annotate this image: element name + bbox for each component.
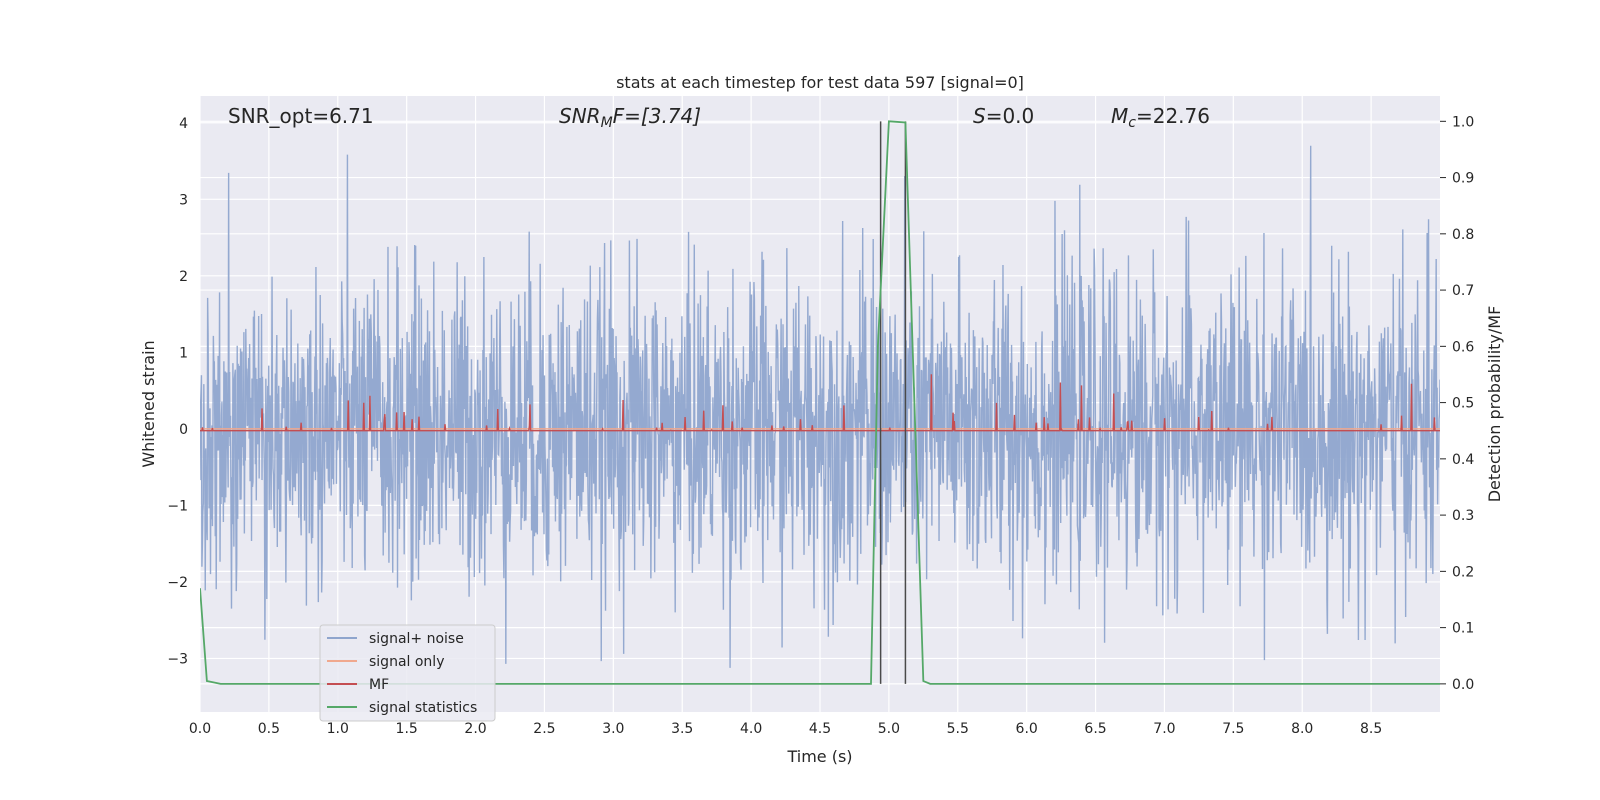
x-tick-label: 6.5 xyxy=(1084,721,1106,737)
legend-label-signal-noise: signal+ noise xyxy=(369,631,464,647)
y-tick-label: −3 xyxy=(167,651,188,667)
x-tick-label: 5.0 xyxy=(878,721,900,737)
annotation-snr-mf-rest: F=[3.74] xyxy=(613,104,701,128)
y-tick-label: −2 xyxy=(167,575,188,591)
annotation-mc-main: M xyxy=(1111,104,1128,128)
y2-tick-label: 1.0 xyxy=(1452,114,1474,130)
x-tick-label: 7.5 xyxy=(1222,721,1244,737)
x-tick-label: 6.0 xyxy=(1016,721,1038,737)
x-axis-label: Time (s) xyxy=(786,747,852,766)
series-signal-noise xyxy=(200,145,1440,668)
ticks: 0.0 0.5 1.0 1.5 2.0 2.5 3.0 3.5 4.0 4.5 5.0 5.5 6.0 6… xyxy=(167,114,1474,737)
y2-tick-label: 0.8 xyxy=(1452,227,1474,243)
y-axis-label: Whitened strain xyxy=(139,340,158,467)
x-tick-label: 8.0 xyxy=(1291,721,1313,737)
legend-label-signal-only: signal only xyxy=(369,654,444,670)
x-tick-label: 3.5 xyxy=(671,721,693,737)
y-tick-label: 2 xyxy=(179,269,188,285)
annotation-snr-mf-sub: M xyxy=(601,115,613,131)
y-tick-label: 3 xyxy=(179,192,188,208)
annotation-s-rest: =0.0 xyxy=(986,104,1035,128)
annotation-snr-mf-main: SNR xyxy=(559,104,601,128)
chart-title: stats at each timestep for test data 597… xyxy=(616,73,1024,92)
y-tick-label: −1 xyxy=(167,498,188,514)
y-tick-label: 1 xyxy=(179,345,188,361)
x-tick-label: 4.5 xyxy=(809,721,831,737)
y2-tick-label: 0.2 xyxy=(1452,564,1474,580)
y2-tick-label: 0.3 xyxy=(1452,508,1474,524)
annotation-s: S=0.0 xyxy=(973,104,1034,128)
x-tick-label: 4.0 xyxy=(740,721,762,737)
annotation-snr-mf: SNRMF=[3.74] xyxy=(559,104,701,131)
y-tick-label: 4 xyxy=(179,116,188,132)
x-tick-label: 0.5 xyxy=(258,721,280,737)
legend: signal+ noise signal only MF signal stat… xyxy=(319,624,496,722)
x-tick-label: 7.0 xyxy=(1153,721,1175,737)
x-tick-label: 2.5 xyxy=(533,721,555,737)
annotation-s-main: S xyxy=(973,104,986,128)
y2-tick-label: 0.5 xyxy=(1452,396,1474,412)
x-tick-label: 3.0 xyxy=(602,721,624,737)
y2-tick-label: 0.1 xyxy=(1452,621,1474,637)
x-tick-label: 8.5 xyxy=(1360,721,1382,737)
annotation-mc: Mc=22.76 xyxy=(1111,104,1210,131)
series-layer xyxy=(200,120,1440,685)
x-tick-label: 1.5 xyxy=(396,721,418,737)
x-tick-label: 0.0 xyxy=(189,721,211,737)
annotation-snr-opt: SNR_opt=6.71 xyxy=(228,104,374,128)
legend-label-mf: MF xyxy=(369,677,389,693)
series-mf xyxy=(200,374,1440,432)
y2-tick-label: 0.7 xyxy=(1452,283,1474,299)
annotation-mc-sub: c xyxy=(1128,115,1136,131)
y-tick-label: 0 xyxy=(179,422,188,438)
legend-label-signal-statistics: signal statistics xyxy=(369,700,477,716)
annotation-mc-rest: =22.76 xyxy=(1136,104,1210,128)
x-tick-label: 1.0 xyxy=(327,721,349,737)
legend-box xyxy=(319,624,496,722)
x-tick-label: 2.0 xyxy=(464,721,486,737)
series-signal-statistics xyxy=(200,120,1440,685)
x-tick-label: 5.5 xyxy=(947,721,969,737)
y2-tick-label: 0.4 xyxy=(1452,452,1474,468)
y2-tick-label: 0.6 xyxy=(1452,339,1474,355)
y2-tick-label: 0.0 xyxy=(1452,677,1474,693)
y2-axis-label: Detection probability/MF xyxy=(1485,306,1504,503)
y2-tick-label: 0.9 xyxy=(1452,171,1474,187)
